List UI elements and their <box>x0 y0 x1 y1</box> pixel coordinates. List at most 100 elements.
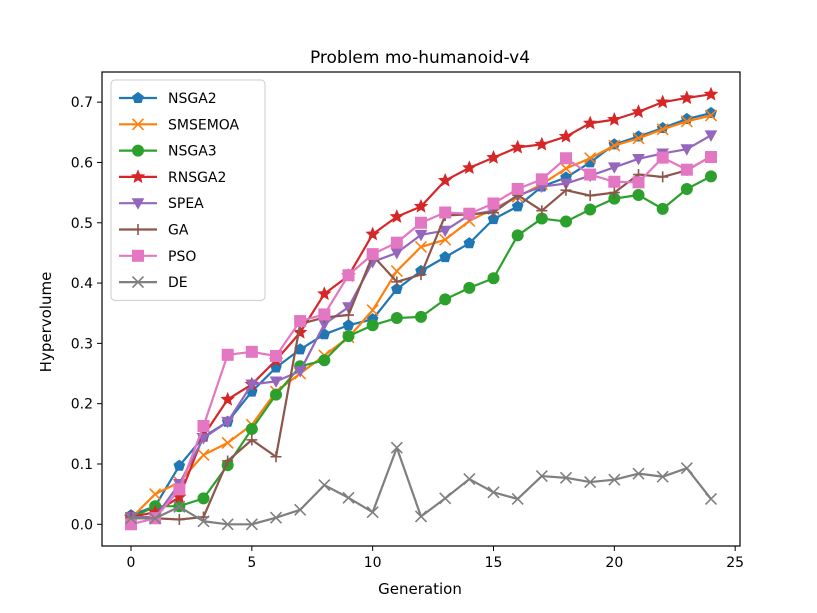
data-point <box>680 144 694 156</box>
data-point <box>632 132 645 145</box>
data-point <box>270 388 282 401</box>
data-point <box>391 276 403 288</box>
data-point <box>704 492 718 506</box>
data-point <box>415 310 427 323</box>
y-tick-label: 0.1 <box>71 457 93 473</box>
legend-marker <box>132 224 144 235</box>
data-point <box>536 205 548 217</box>
data-point <box>511 182 524 195</box>
data-point <box>270 350 282 363</box>
data-point <box>197 492 210 505</box>
data-point <box>705 170 717 183</box>
data-point <box>607 112 622 126</box>
data-point <box>584 190 596 202</box>
legend-label: GA <box>168 223 189 239</box>
x-axis-label: Generation <box>378 580 462 598</box>
data-point <box>584 168 597 181</box>
data-point <box>437 172 453 187</box>
x-tick-label: 10 <box>364 555 382 571</box>
legend-marker <box>130 169 146 184</box>
data-point <box>269 511 283 524</box>
data-point <box>414 240 428 253</box>
data-point <box>535 469 548 483</box>
legend-marker <box>131 276 145 289</box>
data-point <box>366 248 379 261</box>
data-point <box>390 236 403 249</box>
y-axis-label: Hypervolume <box>37 272 55 373</box>
legend-item-ga: GA <box>119 223 189 239</box>
data-point <box>318 354 331 367</box>
data-point <box>269 376 283 388</box>
data-point <box>294 503 307 516</box>
data-point <box>487 197 500 210</box>
legend-box <box>110 79 266 301</box>
data-point <box>705 151 717 164</box>
data-point <box>245 518 258 531</box>
legend-label: NSGA3 <box>168 144 217 160</box>
y-tick-label: 0.4 <box>71 276 93 292</box>
data-point <box>704 130 718 142</box>
data-point <box>173 483 186 496</box>
legend-marker <box>131 198 145 210</box>
data-point <box>486 150 501 164</box>
data-point <box>438 225 452 238</box>
x-tick-label: 25 <box>726 555 744 571</box>
legend-item-spea: SPEA <box>119 196 204 212</box>
data-point <box>656 123 669 136</box>
data-point <box>413 198 429 213</box>
data-point <box>632 153 645 166</box>
data-point <box>704 109 718 122</box>
data-point <box>343 309 354 321</box>
legend-marker <box>132 249 144 262</box>
data-point <box>608 187 620 199</box>
legend-item-smsemoa: SMSEMOA <box>119 117 240 133</box>
data-point <box>584 476 597 489</box>
data-point <box>220 391 235 406</box>
data-point <box>222 455 234 467</box>
data-point <box>318 308 331 321</box>
data-point <box>656 470 669 483</box>
x-axis: 0 5 10 15 20 25 <box>127 546 744 571</box>
data-point <box>680 115 693 128</box>
data-point <box>582 115 598 130</box>
data-point <box>173 459 186 471</box>
series-smsemoa <box>124 109 718 525</box>
data-point <box>632 467 645 480</box>
data-point <box>342 330 355 343</box>
data-point <box>415 269 427 281</box>
data-point <box>439 206 452 219</box>
data-point <box>197 515 210 528</box>
data-point <box>366 319 379 332</box>
data-point <box>608 175 621 188</box>
data-point <box>317 286 332 301</box>
data-point <box>463 281 476 294</box>
data-point <box>463 472 476 486</box>
data-point <box>439 492 452 505</box>
data-point <box>197 419 210 432</box>
data-point <box>463 207 476 220</box>
y-tick-label: 0.6 <box>71 155 93 171</box>
data-point <box>342 491 355 504</box>
data-point <box>511 229 524 242</box>
data-point <box>680 462 693 475</box>
data-point <box>680 182 693 195</box>
data-point <box>246 434 258 446</box>
data-point <box>173 500 186 513</box>
data-point <box>245 345 258 358</box>
data-point <box>703 86 719 101</box>
data-point <box>415 216 427 229</box>
legend-label: PSO <box>168 249 196 265</box>
data-point <box>656 151 669 164</box>
data-point <box>149 488 162 501</box>
data-point <box>559 162 573 175</box>
data-point <box>559 471 573 484</box>
data-point <box>680 163 693 176</box>
y-tick-label: 0.7 <box>71 95 93 111</box>
data-point <box>632 189 645 202</box>
series-de <box>124 441 718 531</box>
data-point <box>389 209 405 223</box>
data-point <box>173 513 185 525</box>
data-point <box>197 448 210 462</box>
legend-item-de: DE <box>119 275 188 291</box>
